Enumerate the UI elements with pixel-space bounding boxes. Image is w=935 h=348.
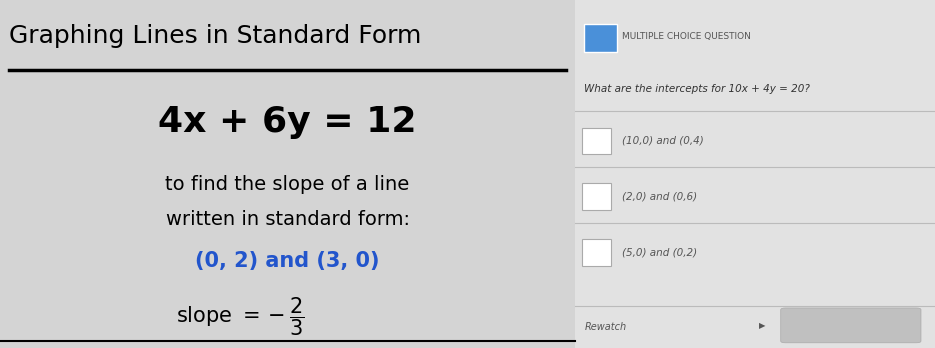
Text: MULTIPLE CHOICE QUESTION: MULTIPLE CHOICE QUESTION: [622, 32, 751, 41]
Text: to find the slope of a line: to find the slope of a line: [165, 175, 410, 194]
Text: (10,0) and (0,4): (10,0) and (0,4): [622, 136, 703, 146]
Text: Rewatch: Rewatch: [584, 322, 626, 332]
FancyBboxPatch shape: [575, 0, 935, 348]
Text: (5,0) and (0,2): (5,0) and (0,2): [622, 247, 697, 257]
Text: (0, 2) and (3, 0): (0, 2) and (3, 0): [195, 251, 380, 271]
FancyBboxPatch shape: [0, 0, 575, 348]
Text: written in standard form:: written in standard form:: [165, 210, 410, 229]
Text: slope $= -\dfrac{2}{3}$: slope $= -\dfrac{2}{3}$: [177, 295, 305, 338]
Text: ▶: ▶: [759, 321, 765, 330]
Text: (2,0) and (0,6): (2,0) and (0,6): [622, 192, 697, 201]
Text: What are the intercepts for 10x + 4y = 20?: What are the intercepts for 10x + 4y = 2…: [584, 84, 811, 94]
Text: Graphing Lines in Standard Form: Graphing Lines in Standard Form: [9, 24, 422, 48]
FancyBboxPatch shape: [582, 239, 611, 266]
FancyBboxPatch shape: [582, 183, 611, 210]
FancyBboxPatch shape: [781, 308, 921, 343]
FancyBboxPatch shape: [582, 128, 611, 154]
Text: 4x + 6y = 12: 4x + 6y = 12: [158, 105, 417, 139]
FancyBboxPatch shape: [584, 24, 617, 52]
